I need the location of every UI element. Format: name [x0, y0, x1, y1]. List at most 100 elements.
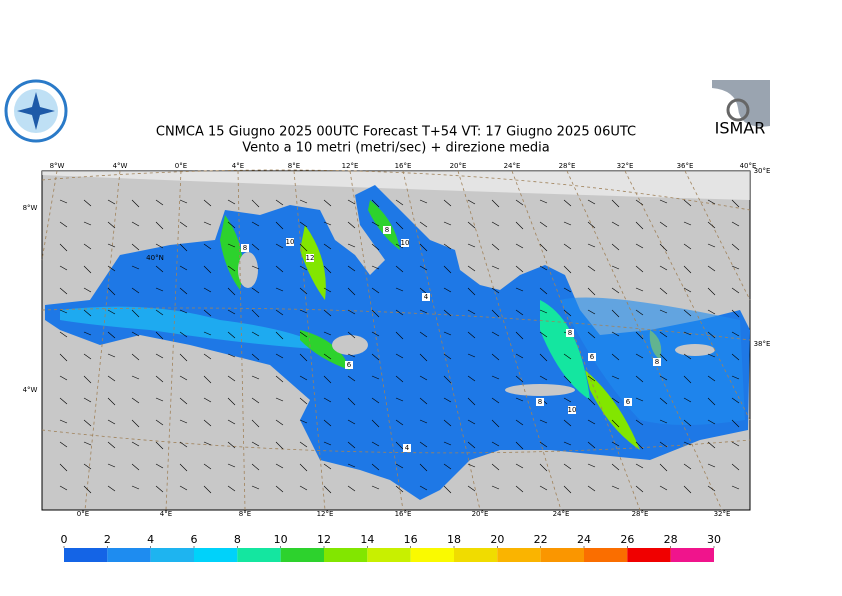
wind-arrow — [59, 485, 68, 491]
wind-arrow — [659, 397, 668, 405]
colorbar-label: 6 — [191, 533, 198, 546]
wind-arrow — [275, 397, 284, 402]
wind-arrow — [707, 397, 716, 406]
wind-arrow — [131, 441, 140, 447]
wind-arrow — [659, 375, 668, 381]
wind-arrow — [155, 397, 164, 402]
wind-arrow — [83, 243, 92, 250]
lon-label: 12°E — [342, 162, 359, 170]
wind-arrow — [203, 463, 212, 470]
contour-label: 10 — [401, 239, 410, 247]
colorbar-segment — [324, 548, 368, 562]
wind-arrow — [683, 309, 692, 317]
wind-arrow — [659, 485, 668, 491]
wind-arrow — [395, 265, 404, 273]
wind-arrow — [59, 331, 68, 338]
wind-arrow — [275, 265, 284, 273]
wind-arrow — [707, 243, 716, 248]
wind-arrow — [155, 419, 164, 426]
wind-arrow — [491, 287, 500, 294]
contour-label: 6 — [347, 361, 352, 369]
wind-arrow — [419, 199, 428, 204]
wind-arrow — [395, 243, 404, 249]
wind-arrow — [683, 463, 692, 470]
wind-arrow — [539, 419, 548, 424]
wind-arrow — [539, 463, 548, 472]
wind-arrow — [635, 265, 644, 273]
wind-arrow — [299, 309, 308, 314]
wind-arrow — [395, 353, 404, 359]
wind-arrow — [395, 397, 404, 402]
wind-arrow — [107, 221, 116, 229]
wind-arrow — [107, 419, 116, 425]
wind-arrow — [59, 463, 68, 472]
colorbar-label: 28 — [664, 533, 678, 546]
colorbar-segment — [367, 548, 411, 562]
wind-arrow — [467, 309, 476, 315]
wind-arrow — [275, 463, 284, 469]
wind-arrow — [179, 199, 188, 204]
wind-arrow — [515, 287, 524, 292]
wind-arrow — [251, 221, 260, 227]
lon-label: 4°W — [113, 162, 128, 170]
wind-arrow — [563, 463, 572, 470]
wind-arrow — [491, 309, 500, 318]
wind-arrow — [515, 397, 524, 402]
wind-arrow — [155, 221, 164, 230]
lon-label: 8°E — [288, 162, 300, 170]
wind-arrow — [347, 485, 356, 492]
wind-arrow — [323, 199, 332, 207]
wind-arrow — [107, 441, 116, 449]
europe-north-edge — [42, 171, 750, 200]
wind-arrow — [515, 485, 524, 493]
wind-arrow — [611, 221, 620, 227]
wind-arrow — [587, 309, 596, 315]
contour-label-bg — [566, 329, 574, 337]
wind-arrow — [587, 485, 596, 492]
wind-arrow — [683, 485, 692, 494]
wind-arrow — [83, 221, 92, 226]
wind-arrow — [539, 353, 548, 362]
wind-arrow — [275, 485, 284, 493]
wind-arrow — [491, 397, 500, 404]
wind-arrow — [371, 199, 380, 208]
wind-arrow — [323, 221, 332, 226]
wind-arrow — [299, 331, 308, 338]
wind-arrow — [107, 353, 116, 358]
wind-arrow — [419, 309, 428, 314]
wind-arrow — [203, 309, 212, 317]
wind-arrow — [731, 485, 740, 490]
wind-arrow — [395, 441, 404, 450]
wind-arrow — [203, 287, 212, 293]
wind-arrow — [563, 419, 572, 427]
wind-arrow — [203, 199, 212, 207]
colorbar-label: 16 — [404, 533, 418, 546]
wind-arrow — [347, 309, 356, 315]
wind-arrow — [491, 331, 500, 337]
wind-arrow — [683, 397, 692, 403]
wind-arrow — [539, 375, 548, 381]
wind-arrow — [227, 199, 236, 205]
wind-arrow — [299, 441, 308, 448]
sea — [45, 185, 750, 500]
contour-label-bg — [568, 406, 576, 414]
graticule — [41, 169, 751, 511]
wind-arrow — [491, 265, 500, 270]
wind-arrow — [683, 265, 692, 274]
wind-arrow — [59, 309, 68, 314]
wind-arrow — [731, 463, 740, 471]
wind-arrow — [83, 331, 92, 336]
wind-arrow — [203, 419, 212, 427]
wind-arrow — [563, 485, 572, 494]
wind-arrow — [251, 309, 260, 318]
wind-arrow — [563, 265, 572, 274]
wind-arrow — [659, 287, 668, 295]
wind-arrow — [659, 441, 668, 448]
wind-arrow — [107, 199, 116, 205]
wind-arrow — [419, 463, 428, 472]
colorbar-segment — [410, 548, 454, 562]
wind-arrow — [155, 331, 164, 340]
wind-arrow — [251, 331, 260, 337]
wind-arrow — [395, 463, 404, 469]
